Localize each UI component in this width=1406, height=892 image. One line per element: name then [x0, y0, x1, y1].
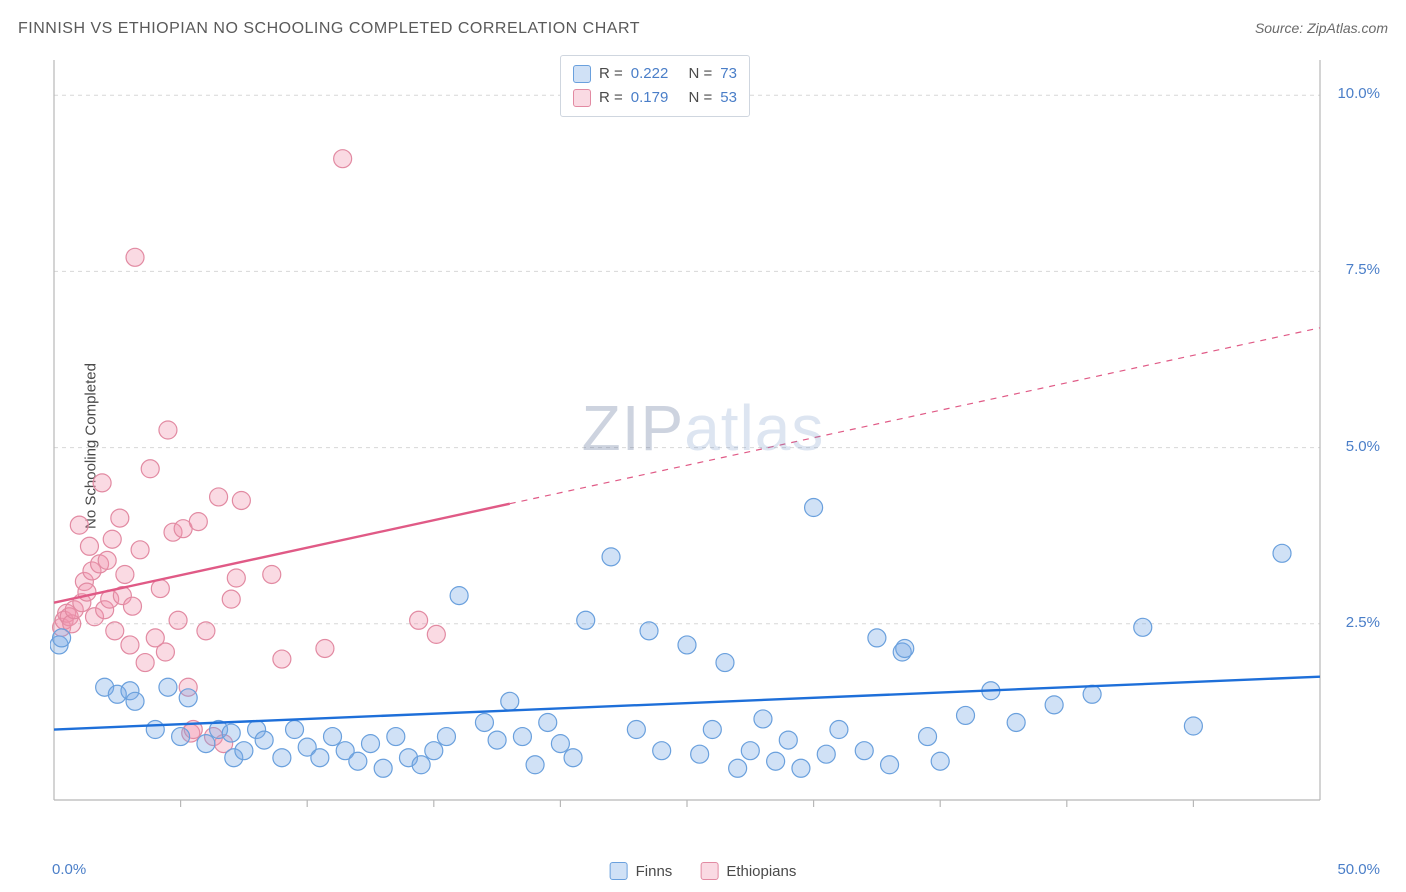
y-tick-label: 7.5%: [1346, 261, 1380, 278]
legend-item-ethiopians: Ethiopians: [700, 862, 796, 880]
chart-plot-area: [50, 50, 1380, 830]
x-axis-min-label: 0.0%: [52, 861, 86, 878]
y-tick-label: 2.5%: [1346, 614, 1380, 631]
correlation-legend: R = 0.222 N = 73 R = 0.179 N = 53: [560, 55, 750, 117]
legend-item-finns: Finns: [610, 862, 673, 880]
x-axis-max-label: 50.0%: [1337, 861, 1380, 878]
legend-row-ethiopians: R = 0.179 N = 53: [573, 86, 737, 110]
legend-row-finns: R = 0.222 N = 73: [573, 62, 737, 86]
y-tick-label: 5.0%: [1346, 438, 1380, 455]
chart-title: FINNISH VS ETHIOPIAN NO SCHOOLING COMPLE…: [18, 20, 640, 38]
y-tick-label: 10.0%: [1337, 85, 1380, 102]
series-legend: Finns Ethiopians: [610, 862, 797, 880]
source-label: Source: ZipAtlas.com: [1255, 20, 1388, 36]
